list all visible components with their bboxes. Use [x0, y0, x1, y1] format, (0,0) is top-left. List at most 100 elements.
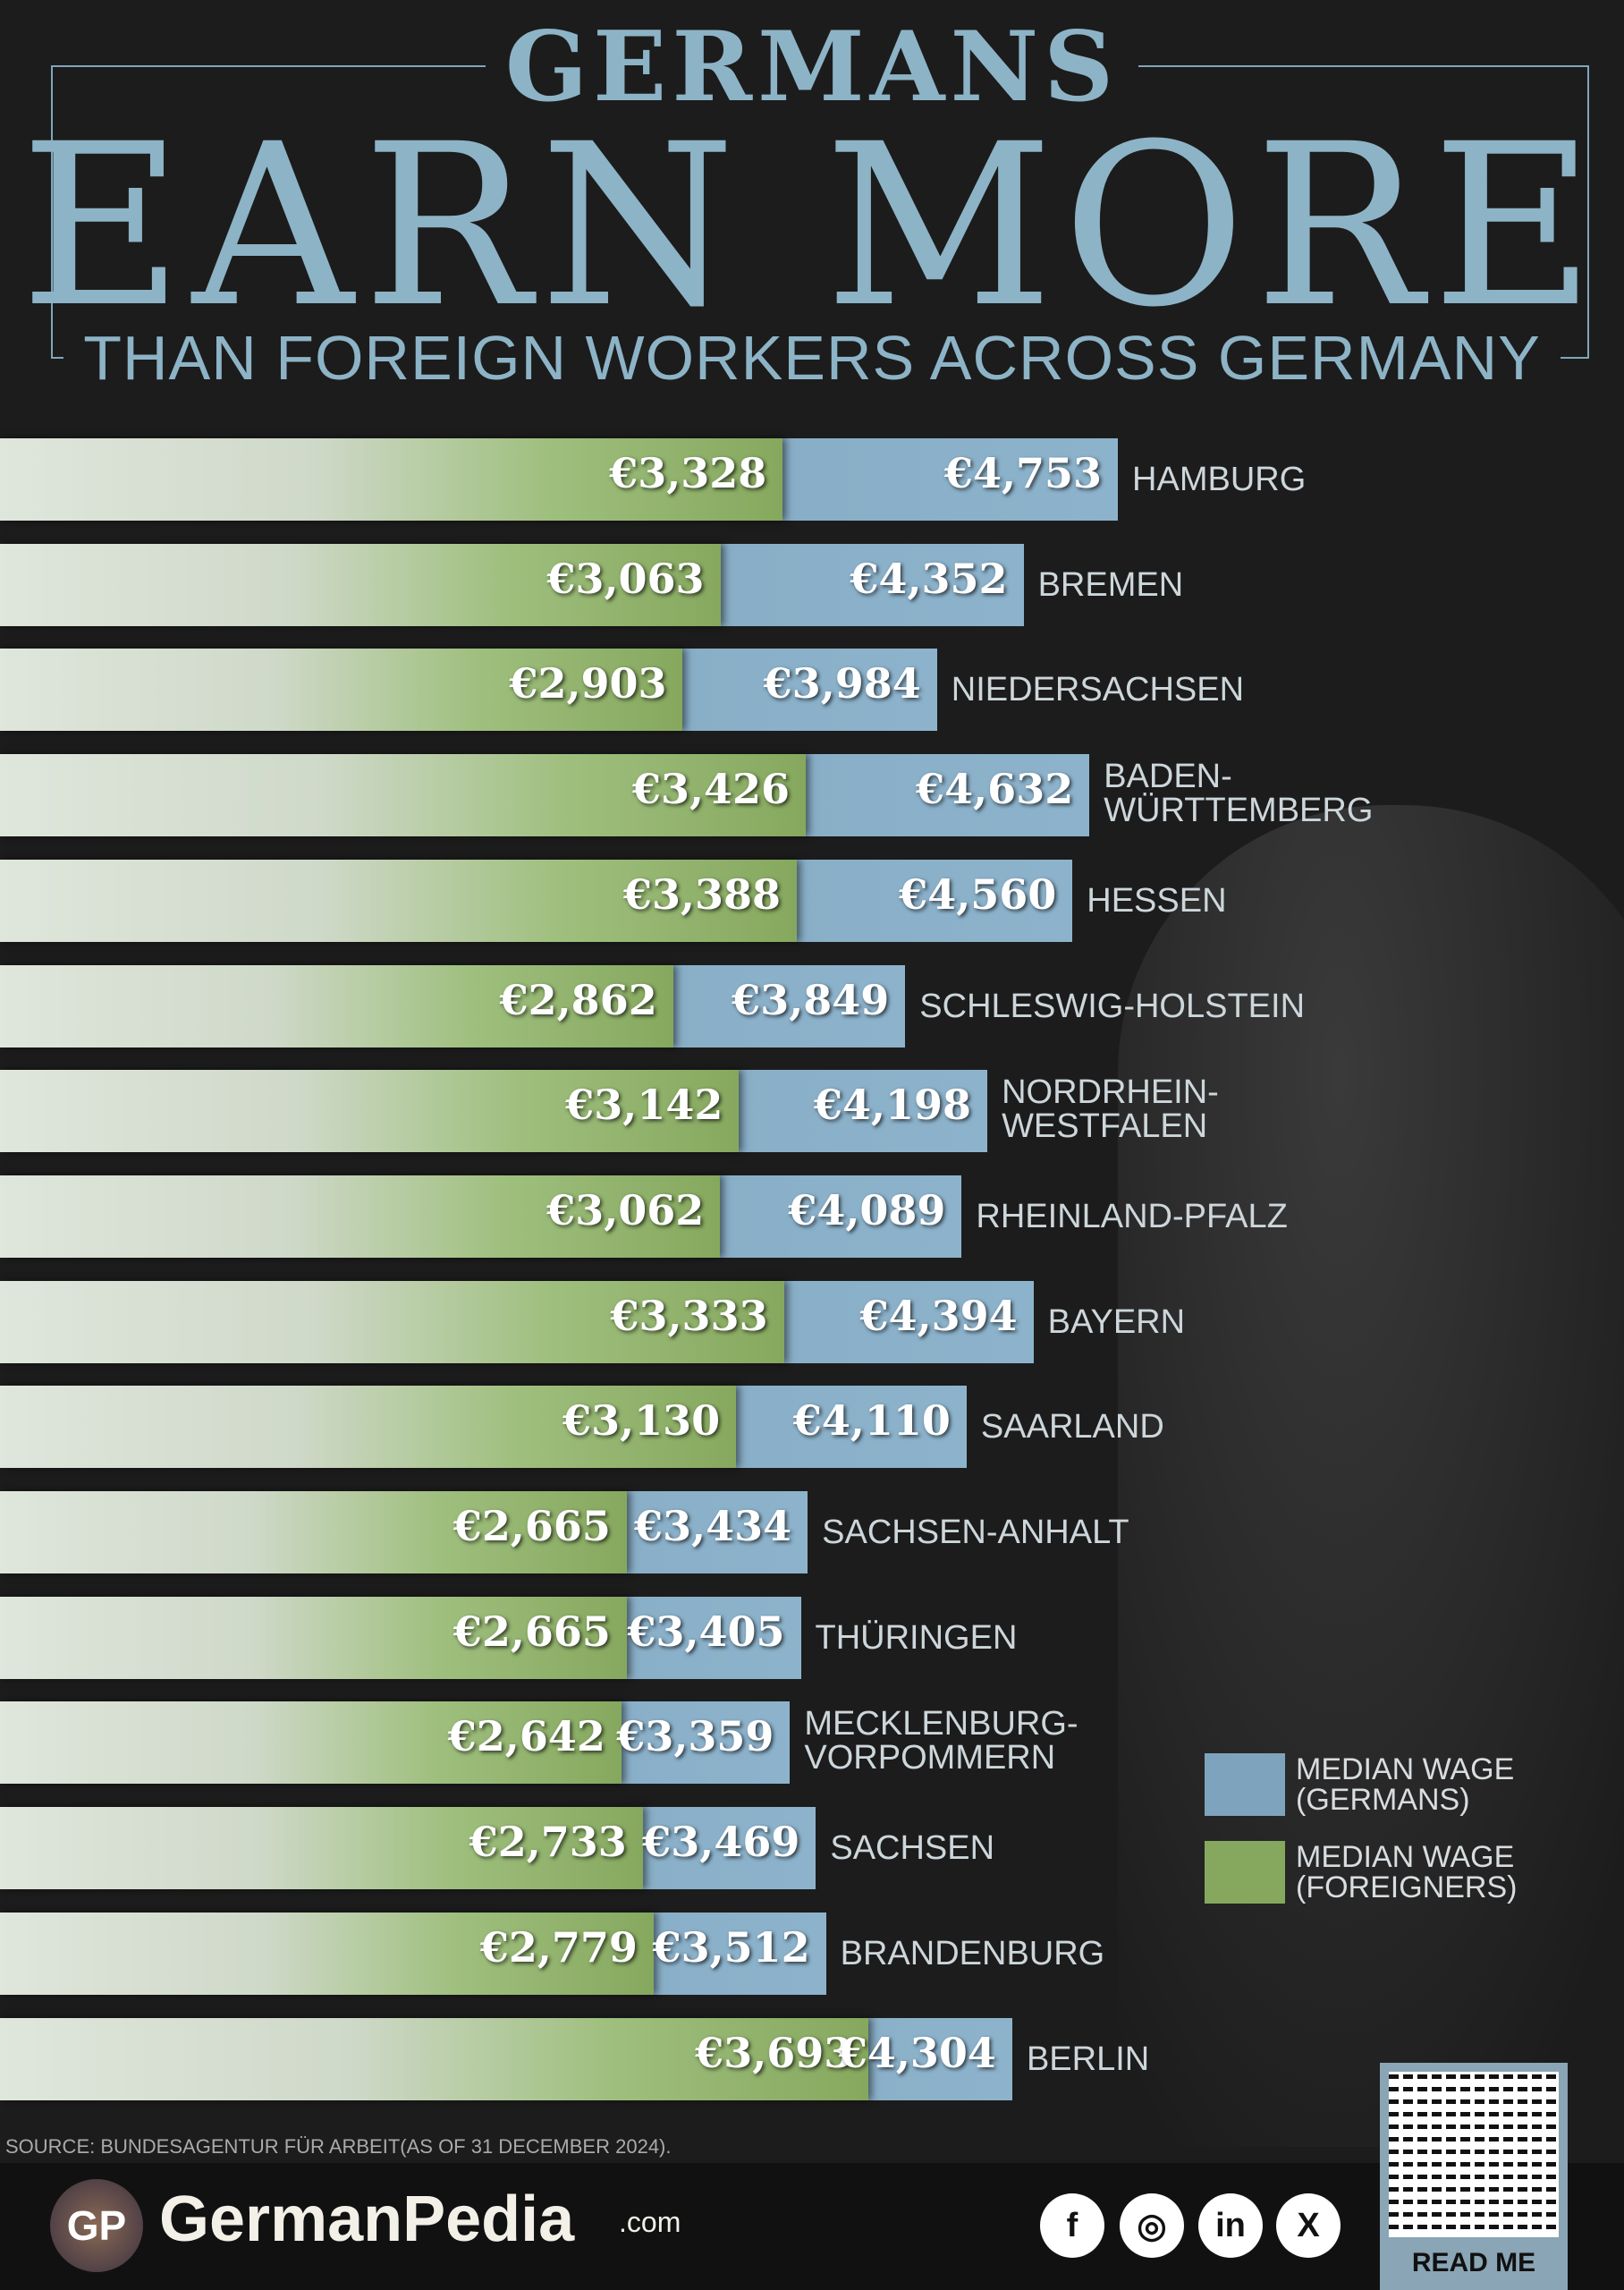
category-label: HESSEN — [1087, 881, 1227, 920]
bar-foreigners — [0, 1386, 737, 1469]
bar-foreigners — [0, 1070, 740, 1153]
legend-label-germans: MEDIAN WAGE (GERMANS) — [1296, 1752, 1515, 1817]
value-label-foreigners: €3,062 — [546, 1185, 705, 1234]
value-label-foreigners: €2,642 — [447, 1712, 605, 1761]
category-label: NORDRHEIN- WESTFALEN — [1002, 1073, 1219, 1146]
value-label-foreigners: €3,333 — [610, 1291, 768, 1340]
chart-row: €2,862 €3,849 SCHLESWIG-HOLSTEIN — [0, 964, 1624, 1047]
chart-row: €3,333 €4,394 BAYERN — [0, 1280, 1624, 1363]
x-icon[interactable]: X — [1276, 2193, 1341, 2258]
value-label-germans: €4,089 — [788, 1185, 946, 1234]
legend-item-germans: MEDIAN WAGE (GERMANS) — [1205, 1753, 1517, 1816]
chart-row: €3,062 €4,089 RHEINLAND-PFALZ — [0, 1175, 1624, 1258]
chart-row: €3,388 €4,560 HESSEN — [0, 859, 1624, 942]
category-label: MECKLENBURG- VORPOMMERN — [804, 1705, 1078, 1777]
value-label-foreigners: €3,693 — [695, 2028, 853, 2077]
chart-row: €3,693 €4,304 BERLIN — [0, 2017, 1624, 2100]
legend-item-foreigners: MEDIAN WAGE (FOREIGNERS) — [1205, 1841, 1517, 1904]
value-label-germans: €4,110 — [792, 1396, 951, 1446]
value-label-germans: €3,434 — [634, 1502, 792, 1550]
category-label: BRANDENBURG — [840, 1934, 1105, 1972]
value-label-foreigners: €2,862 — [499, 975, 657, 1024]
value-label-foreigners: €3,328 — [609, 449, 767, 497]
bar-foreigners — [0, 1175, 721, 1258]
value-label-foreigners: €2,665 — [453, 1607, 611, 1656]
value-label-germans: €3,359 — [616, 1712, 774, 1761]
category-label: BAYERN — [1047, 1302, 1186, 1341]
legend: MEDIAN WAGE (GERMANS) MEDIAN WAGE (FOREI… — [1205, 1753, 1517, 1929]
category-label: HAMBURG — [1132, 461, 1307, 498]
bar-foreigners — [0, 543, 721, 626]
value-label-germans: €4,394 — [859, 1291, 1018, 1340]
value-label-foreigners: €2,665 — [453, 1502, 611, 1550]
category-label: BERLIN — [1026, 2040, 1150, 2078]
bar-foreigners — [0, 1491, 627, 1573]
category-label: SAARLAND — [980, 1408, 1164, 1446]
value-label-germans: €3,512 — [652, 1922, 810, 1972]
legend-swatch-foreigners — [1205, 1841, 1285, 1904]
background-photo — [1118, 805, 1624, 2147]
category-label: SCHLESWIG-HOLSTEIN — [919, 987, 1306, 1025]
bar-foreigners — [0, 1807, 643, 1890]
bar-foreigners — [0, 859, 798, 942]
value-label-foreigners: €3,130 — [562, 1396, 721, 1446]
subtitle: THAN FOREIGN WORKERS ACROSS GERMANY — [0, 322, 1624, 394]
chart-row: €2,665 €3,434 SACHSEN-ANHALT — [0, 1491, 1624, 1573]
value-label-germans: €3,469 — [642, 1818, 800, 1867]
facebook-icon[interactable]: f — [1040, 2193, 1104, 2258]
qr-code[interactable] — [1389, 2072, 1559, 2237]
chart-row: €2,642 €3,359 MECKLENBURG- VORPOMMERN — [0, 1701, 1624, 1785]
chart-row: €2,733 €3,469 SACHSEN — [0, 1807, 1624, 1890]
value-label-foreigners: €3,142 — [565, 1081, 723, 1130]
category-label: THÜRINGEN — [815, 1618, 1018, 1657]
brand-domain: .com — [619, 2206, 681, 2238]
value-label-foreigners: €3,063 — [546, 554, 705, 603]
value-label-germans: €4,560 — [899, 869, 1057, 919]
bar-foreigners — [0, 2017, 869, 2100]
chart-row: €3,130 €4,110 SAARLAND — [0, 1386, 1624, 1469]
category-label: SACHSEN-ANHALT — [822, 1514, 1129, 1551]
category-label: BREMEN — [1037, 565, 1184, 604]
value-label-foreigners: €3,426 — [631, 765, 791, 814]
chart-row: €2,779 €3,512 BRANDENBURG — [0, 1912, 1624, 1995]
category-label: NIEDERSACHSEN — [951, 671, 1245, 709]
value-label-germans: €3,849 — [732, 975, 890, 1024]
value-label-germans: €4,632 — [916, 765, 1074, 814]
value-label-foreigners: €2,903 — [509, 659, 667, 708]
title-line-2: EARN MORE — [20, 96, 1604, 356]
category-label: SACHSEN — [830, 1829, 995, 1868]
bar-foreigners — [0, 1701, 622, 1785]
source-note: SOURCE: BUNDESAGENTUR FÜR ARBEIT(AS OF 3… — [5, 2135, 672, 2158]
category-label: RHEINLAND-PFALZ — [976, 1197, 1288, 1235]
footer — [0, 2163, 1624, 2290]
value-label-germans: €4,304 — [838, 2028, 996, 2077]
bar-foreigners — [0, 1596, 627, 1679]
value-label-germans: €3,405 — [627, 1607, 785, 1656]
value-label-foreigners: €2,779 — [479, 1922, 638, 1972]
value-label-foreigners: €3,388 — [622, 869, 782, 919]
value-label-germans: €4,753 — [943, 449, 1103, 497]
title-line-1: GERMANS — [0, 11, 1624, 123]
chart-row: €3,328 €4,753 HAMBURG — [0, 438, 1624, 521]
bar-foreigners — [0, 649, 683, 732]
chart-row: €3,426 €4,632 BADEN- WÜRTTEMBERG — [0, 754, 1624, 837]
chart-row: €2,665 €3,405 THÜRINGEN — [0, 1596, 1624, 1679]
qr-code-box[interactable]: READ ME — [1380, 2063, 1568, 2290]
value-label-germans: €3,984 — [763, 659, 921, 708]
legend-swatch-germans — [1205, 1753, 1285, 1816]
brand-name[interactable]: GermanPedia — [159, 2184, 575, 2255]
chart-row: €2,903 €3,984 NIEDERSACHSEN — [0, 649, 1624, 732]
chart-row: €3,063 €4,352 BREMEN — [0, 543, 1624, 626]
linkedin-icon[interactable]: in — [1198, 2193, 1263, 2258]
value-label-germans: €4,352 — [850, 554, 1008, 603]
category-label: BADEN- WÜRTTEMBERG — [1104, 758, 1374, 830]
instagram-icon[interactable]: ◎ — [1120, 2193, 1184, 2258]
bar-foreigners — [0, 754, 807, 837]
bar-foreigners — [0, 964, 673, 1047]
chart-row: €3,142 €4,198 NORDRHEIN- WESTFALEN — [0, 1070, 1624, 1153]
read-me-label: READ ME — [1411, 2248, 1536, 2277]
bar-foreigners — [0, 1912, 654, 1995]
value-label-foreigners: €2,733 — [469, 1818, 627, 1867]
brand-logo[interactable]: GP — [50, 2179, 143, 2272]
bar-foreigners — [0, 1280, 784, 1363]
